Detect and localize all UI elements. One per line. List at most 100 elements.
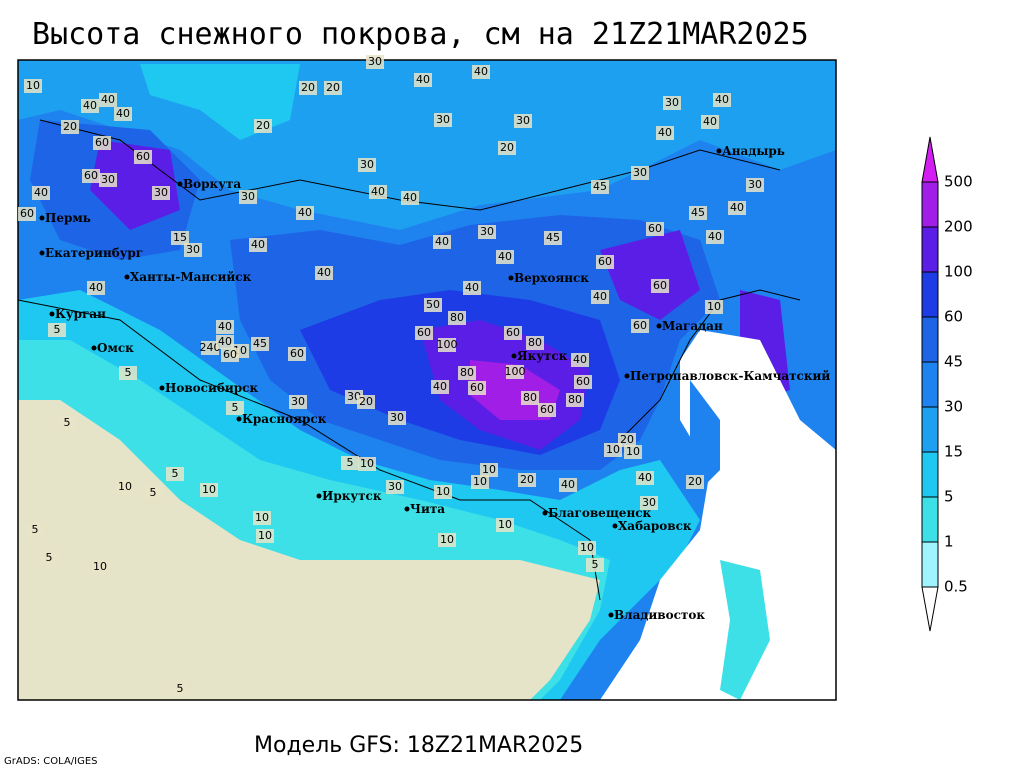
contour-label-box — [596, 255, 614, 269]
contour-label: 20 — [620, 433, 634, 446]
contour-label-box — [254, 119, 272, 133]
city-dot — [542, 510, 548, 516]
contour-label-box — [434, 485, 452, 499]
contour-label-box — [253, 511, 271, 525]
contour-label-box — [144, 486, 162, 500]
contour-label-box — [341, 456, 359, 470]
contour-label: 5 — [32, 523, 39, 536]
city-dot — [612, 523, 618, 529]
contour-label: 60 — [506, 326, 520, 339]
contour-label: 30 — [154, 186, 168, 199]
contour-label: 45 — [253, 337, 267, 350]
contour-label: 5 — [172, 467, 179, 480]
colorbar-under — [921, 586, 939, 632]
contour-label: 30 — [390, 411, 404, 424]
contour-label-box — [521, 391, 539, 405]
contour-label-box — [216, 320, 234, 334]
colorbar-label: 500 — [944, 173, 973, 191]
contour-label-box — [87, 281, 105, 295]
contour-label-box — [640, 496, 658, 510]
colorbar-label: 0.5 — [944, 578, 968, 596]
city-label: Чита — [410, 502, 445, 516]
contour-label: 45 — [546, 231, 560, 244]
contour-label: 10 — [606, 443, 620, 456]
contour-label-box — [171, 231, 189, 245]
contour-label-box — [631, 166, 649, 180]
contour-label-box — [289, 395, 307, 409]
contour-label: 40 — [317, 266, 331, 279]
contour-label-box — [566, 393, 584, 407]
contour-label: 5 — [232, 401, 239, 414]
city-label: Владивосток — [614, 608, 705, 622]
city-label: Красноярск — [242, 412, 327, 426]
contour-label-box — [498, 141, 516, 155]
contour-label-box — [686, 475, 704, 489]
contour-label: 40 — [371, 185, 385, 198]
contour-label: 30 — [291, 395, 305, 408]
contour-label: 45 — [691, 206, 705, 219]
contour-label-box — [434, 113, 452, 127]
city-dot — [236, 416, 242, 422]
contour-label-box — [544, 231, 562, 245]
contour-label-box — [358, 158, 376, 172]
contour-label: 40 — [703, 115, 717, 128]
contour-label: 20 — [520, 473, 534, 486]
contour-label-box — [91, 560, 109, 574]
contour-label: 40 — [638, 471, 652, 484]
contour-label-box — [438, 533, 456, 547]
contour-label: 20 — [500, 141, 514, 154]
contour-label: 15 — [173, 231, 187, 244]
contour-label: 30 — [633, 166, 647, 179]
map-frame — [17, 59, 837, 701]
contour-label: 40 — [218, 335, 232, 348]
contour-label-box — [114, 107, 132, 121]
colorbar-band — [921, 406, 939, 453]
contour-label-box — [58, 416, 76, 430]
contour-label-box — [636, 471, 654, 485]
colorbar-band — [921, 226, 939, 273]
contour-label-box — [514, 114, 532, 128]
contour-label: 80 — [460, 366, 474, 379]
contour-label: 40 — [730, 201, 744, 214]
contour-label: 60 — [470, 381, 484, 394]
contour-label-box — [504, 326, 522, 340]
contour-label-box — [32, 186, 50, 200]
contour-label: 20 — [326, 81, 340, 94]
contour-label-box — [431, 380, 449, 394]
credit: GrADS: COLA/IGES — [4, 756, 98, 767]
contour-label-box — [401, 191, 419, 205]
contour-label-box — [24, 79, 42, 93]
contour-label-box — [496, 250, 514, 264]
contour-label: 40 — [116, 107, 130, 120]
colorbar-over — [921, 136, 939, 183]
contour-label-box — [728, 201, 746, 215]
contour-label: 20 — [688, 475, 702, 488]
contour-label-box — [256, 529, 274, 543]
colorbar-label: 60 — [944, 308, 963, 326]
contour-label-box — [358, 457, 376, 471]
contour-label: 40 — [34, 186, 48, 199]
colorbar-label: 200 — [944, 218, 973, 236]
city-dot — [656, 323, 662, 329]
colorbar-band — [921, 541, 939, 588]
contour-label-box — [99, 173, 117, 187]
contour-label: 20 — [63, 120, 77, 133]
contour-label: 30 — [388, 480, 402, 493]
contour-label: 30 — [368, 55, 382, 68]
contour-label: 60 — [653, 279, 667, 292]
contour-label: 10 — [498, 518, 512, 531]
contour-label-box — [506, 365, 524, 379]
contour-label: 5 — [54, 323, 61, 336]
city-dot — [716, 148, 722, 154]
contour-label: 20 — [256, 119, 270, 132]
contour-label: 60 — [648, 222, 662, 235]
contour-label: 60 — [84, 169, 98, 182]
city-dot — [39, 215, 45, 221]
contour-label: 40 — [715, 93, 729, 106]
contour-label: 40 — [218, 320, 232, 333]
contour-label: 60 — [290, 347, 304, 360]
city-dot — [508, 275, 514, 281]
city-dot — [511, 353, 517, 359]
city-label: Курган — [55, 307, 106, 321]
contour-label-box — [591, 290, 609, 304]
